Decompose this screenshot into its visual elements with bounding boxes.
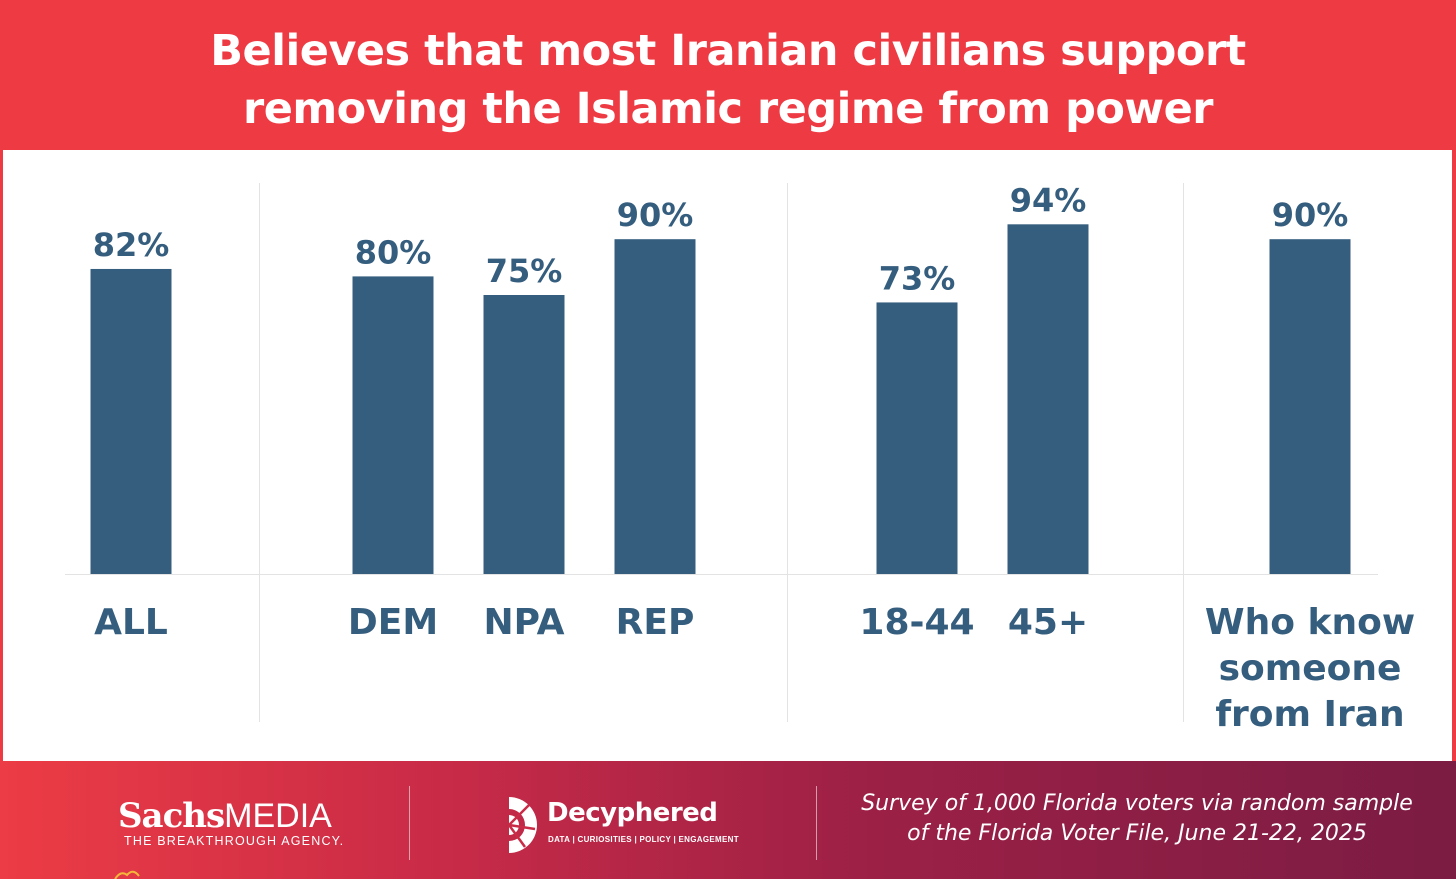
data-label-45: 94% bbox=[1010, 181, 1087, 219]
footer-divider-1 bbox=[409, 786, 410, 860]
data-label-who-know-someone-from-iran: 90% bbox=[1272, 196, 1349, 234]
category-label-rep: REP bbox=[616, 602, 695, 643]
sachs-media-logo: SachsMEDIA THE BREAKTHROUGH AGENCY. bbox=[118, 796, 344, 848]
data-label-dem: 80% bbox=[355, 233, 432, 271]
survey-note-line-1: Survey of 1,000 Florida voters via rando… bbox=[861, 791, 1413, 816]
data-label-all: 82% bbox=[93, 226, 170, 264]
bar-rep bbox=[614, 239, 696, 574]
bar-npa bbox=[483, 295, 565, 574]
decyphered-name: Decyphered bbox=[547, 798, 718, 828]
header-banner: Believes that most Iranian civilians sup… bbox=[0, 0, 1456, 150]
footer-banner bbox=[0, 761, 1456, 879]
category-label-who-know-someone-from-iran-line-3: from Iran bbox=[1215, 694, 1404, 735]
sachs-tagline: THE BREAKTHROUGH AGENCY. bbox=[124, 834, 345, 848]
bar-all bbox=[90, 268, 172, 574]
decyphered-logo-icon bbox=[507, 797, 537, 853]
bar-18-44 bbox=[876, 302, 958, 574]
title-line-1: Believes that most Iranian civilians sup… bbox=[210, 26, 1246, 76]
survey-note: Survey of 1,000 Florida voters via rando… bbox=[832, 789, 1442, 849]
data-label-npa: 75% bbox=[486, 252, 563, 290]
category-label-who-know-someone-from-iran-line-2: someone bbox=[1219, 648, 1402, 689]
category-label-18-44: 18-44 bbox=[859, 602, 974, 643]
category-label-npa: NPA bbox=[483, 602, 564, 643]
sachs-logo-light: MEDIA bbox=[224, 797, 332, 835]
title-line-2: removing the Islamic regime from power bbox=[243, 84, 1213, 134]
data-label-18-44: 73% bbox=[879, 259, 956, 297]
data-label-rep: 90% bbox=[617, 196, 694, 234]
decyphered-tagline: DATA | CURIOSITIES | POLICY | ENGAGEMENT bbox=[548, 835, 739, 844]
bar-dem bbox=[352, 276, 434, 574]
category-label-45: 45+ bbox=[1008, 602, 1088, 643]
chart-title: Believes that most Iranian civilians sup… bbox=[0, 22, 1456, 138]
category-label-dem: DEM bbox=[348, 602, 438, 643]
corner-accent-icon bbox=[114, 870, 140, 879]
survey-note-line-2: of the Florida Voter File, June 21-22, 2… bbox=[907, 821, 1367, 846]
bar-45 bbox=[1007, 224, 1089, 574]
sachs-logo-bold: Sachs bbox=[118, 796, 225, 836]
chart-panel bbox=[3, 150, 1452, 761]
footer-divider-2 bbox=[816, 786, 817, 860]
category-label-who-know-someone-from-iran-line-1: Who know bbox=[1205, 602, 1415, 643]
category-label-all: ALL bbox=[94, 602, 168, 643]
bar-who-know-someone-from-iran bbox=[1269, 239, 1351, 574]
